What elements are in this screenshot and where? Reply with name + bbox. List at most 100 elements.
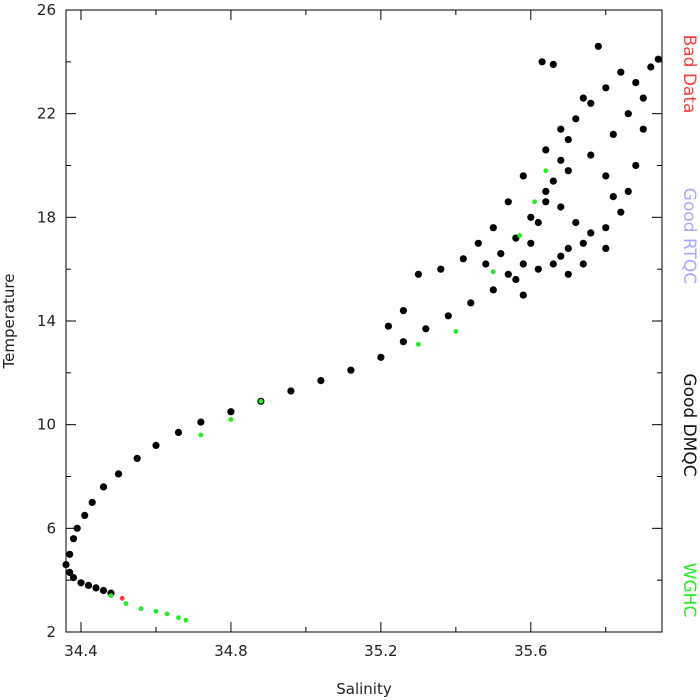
point-good-dmqc (632, 161, 640, 170)
point-good-dmqc (88, 498, 96, 506)
point-good-dmqc (66, 568, 74, 577)
point-good-dmqc (542, 187, 550, 195)
point-good-dmqc (602, 172, 610, 180)
x-tick-label: 34.8 (214, 642, 247, 660)
point-good-dmqc (399, 307, 407, 315)
y-tick-label: 6 (46, 519, 56, 537)
y-axis-title: Temperature (0, 273, 18, 369)
point-good-dmqc (639, 125, 647, 133)
point-good-dmqc (444, 312, 452, 320)
point-good-dmqc (654, 55, 662, 63)
point-good-dmqc (549, 177, 557, 185)
point-good-dmqc (579, 260, 587, 268)
point-good-dmqc (399, 338, 407, 346)
point-wghc (164, 611, 170, 617)
x-tick-label: 35.2 (364, 642, 397, 660)
point-good-dmqc (99, 483, 108, 491)
point-wghc (198, 432, 204, 438)
point-good-dmqc (579, 239, 587, 247)
point-good-dmqc (92, 584, 100, 592)
point-good-dmqc (557, 203, 565, 211)
point-good-dmqc (504, 270, 512, 278)
point-good-dmqc (527, 213, 535, 221)
point-good-dmqc (81, 511, 89, 519)
point-good-dmqc (609, 130, 617, 138)
point-good-dmqc (624, 110, 632, 118)
point-good-dmqc (489, 224, 497, 232)
point-good-dmqc (77, 579, 85, 587)
point-wghc (416, 341, 421, 347)
point-good-dmqc (287, 387, 295, 395)
point-good-dmqc (377, 353, 385, 361)
point-good-dmqc (587, 229, 595, 237)
point-good-dmqc (639, 94, 647, 102)
point-good-dmqc (66, 550, 74, 558)
point-wghc (228, 417, 234, 422)
point-good-dmqc (414, 270, 422, 278)
point-good-dmqc (519, 291, 527, 299)
point-good-dmqc (602, 244, 610, 252)
point-good-dmqc (534, 265, 542, 273)
point-good-dmqc (114, 470, 123, 478)
point-good-dmqc (489, 286, 497, 294)
point-good-dmqc (587, 99, 595, 107)
point-good-dmqc (317, 377, 325, 385)
point-good-dmqc (564, 270, 572, 278)
point-good-dmqc (174, 428, 183, 436)
point-good-dmqc (422, 325, 430, 333)
point-wghc (108, 593, 114, 599)
point-good-dmqc (557, 156, 565, 164)
point-good-dmqc (647, 63, 655, 71)
point-wghc (453, 329, 459, 334)
point-good-dmqc (602, 224, 610, 232)
point-good-dmqc (527, 239, 535, 247)
point-good-dmqc (538, 58, 546, 66)
legend-good-rtqc: Good RTQC (679, 188, 699, 284)
point-good-dmqc (557, 252, 565, 260)
point-good-dmqc (519, 172, 527, 180)
point-wghc (532, 199, 537, 205)
x-axis: 34.4 34.8 35.2 35.6 (64, 10, 607, 660)
point-good-dmqc (617, 208, 625, 216)
point-good-dmqc (347, 366, 355, 374)
x-tick-label: 34.4 (64, 642, 97, 660)
legend-wghc: WGHC (679, 563, 699, 618)
point-good-dmqc (557, 125, 565, 133)
point-good-dmqc (512, 275, 520, 284)
point-good-dmqc (549, 260, 557, 268)
y-tick-label: 22 (37, 105, 56, 123)
point-wghc (138, 606, 144, 612)
point-good-dmqc (534, 218, 542, 227)
x-axis-title: Salinity (336, 680, 392, 698)
point-wghc (183, 617, 189, 623)
data-points (62, 42, 662, 623)
point-good-dmqc (572, 115, 580, 123)
point-wghc (258, 398, 264, 404)
point-good-dmqc (69, 535, 78, 543)
point-good-dmqc (594, 42, 602, 50)
point-good-dmqc (133, 454, 141, 462)
point-good-dmqc (572, 218, 580, 227)
point-good-dmqc (69, 574, 78, 582)
point-good-dmqc (617, 68, 625, 76)
point-good-dmqc (474, 239, 482, 247)
point-good-dmqc (564, 244, 572, 252)
point-good-dmqc (384, 322, 392, 330)
point-good-dmqc (482, 260, 490, 268)
y-tick-label: 26 (37, 1, 56, 19)
point-wghc (490, 269, 496, 275)
point-good-dmqc (632, 79, 640, 87)
point-good-dmqc (564, 136, 572, 144)
point-wghc (176, 615, 181, 621)
point-good-dmqc (504, 198, 512, 206)
point-bad-data (119, 595, 125, 601)
plot-area (65, 9, 663, 633)
point-wghc (123, 601, 129, 606)
point-wghc (153, 608, 159, 614)
point-good-dmqc (62, 561, 70, 569)
point-good-dmqc (549, 60, 557, 68)
point-wghc (543, 168, 549, 174)
point-good-dmqc (497, 250, 505, 258)
